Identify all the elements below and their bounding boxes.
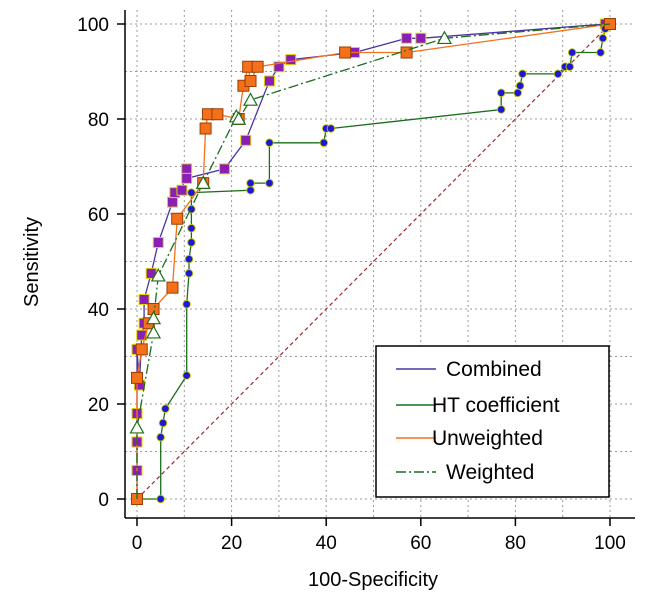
y-tick-label: 60 (88, 205, 109, 226)
data-point (319, 138, 329, 147)
data-point (181, 163, 193, 175)
data-point (166, 196, 178, 208)
data-point (273, 61, 285, 73)
x-tick-label: 60 (410, 533, 431, 554)
data-point (131, 371, 143, 384)
data-point (240, 134, 252, 146)
data-point (135, 343, 148, 356)
gridlines (125, 10, 635, 518)
legend-label: Combined (446, 358, 542, 381)
series-ht-coefficient (132, 19, 615, 504)
y-tick-label: 80 (88, 110, 109, 131)
data-point (219, 163, 231, 175)
data-point (211, 108, 224, 121)
legend-label: HT coefficient (432, 394, 560, 417)
data-point (265, 178, 274, 188)
legend-label: Unweighted (432, 427, 543, 450)
data-point (567, 48, 577, 57)
data-point (415, 32, 427, 44)
y-tick-label: 20 (88, 395, 109, 416)
x-tick-label: 80 (505, 533, 526, 554)
data-point (553, 69, 563, 79)
data-point (246, 178, 255, 188)
data-point (565, 62, 575, 72)
data-point (146, 325, 162, 339)
data-point (187, 223, 196, 233)
data-point (138, 294, 150, 305)
x-tick-labels: 0 20 40 60 80 100 (132, 533, 626, 554)
data-point (152, 237, 164, 248)
data-point (326, 124, 336, 133)
y-tick-label: 40 (88, 300, 109, 321)
data-point (251, 60, 264, 73)
legend: Combined HT coefficient Unweighted Weighted (375, 345, 610, 498)
axes (117, 10, 635, 526)
data-point (496, 105, 506, 114)
data-point (182, 300, 191, 309)
x-tick-label: 100 (594, 533, 626, 554)
data-point (156, 494, 165, 504)
data-point (171, 212, 184, 225)
x-tick-label: 0 (132, 533, 143, 554)
data-point (436, 30, 452, 45)
data-point (243, 92, 259, 106)
data-point (136, 329, 148, 341)
data-point (596, 48, 605, 57)
y-tick-label: 100 (77, 15, 109, 36)
data-point (182, 371, 191, 380)
data-point (199, 122, 212, 135)
data-point (181, 172, 193, 184)
data-point (176, 184, 188, 196)
data-point (265, 138, 274, 147)
y-tick-label: 0 (98, 490, 109, 511)
data-point (401, 32, 413, 44)
data-point (161, 404, 170, 414)
y-tick-labels: 0 20 40 60 80 100 (77, 15, 109, 511)
y-axis-title: Sensitivity (21, 217, 43, 307)
data-point (339, 46, 352, 59)
series-weighted (129, 23, 611, 499)
data-point (184, 269, 194, 278)
data-point (187, 238, 196, 247)
data-point (184, 254, 194, 264)
x-axis-title: 100-Specificity (308, 569, 438, 591)
data-point (496, 88, 506, 98)
legend-label: Weighted (446, 461, 534, 484)
data-point (158, 418, 168, 428)
data-point (166, 281, 179, 294)
data-point (195, 175, 211, 189)
data-point (285, 54, 297, 66)
data-point (518, 69, 527, 79)
data-point (150, 268, 166, 282)
data-point (146, 310, 162, 325)
data-point (231, 111, 247, 125)
series-group (129, 18, 616, 505)
x-tick-label: 20 (221, 533, 242, 554)
data-point (263, 75, 275, 87)
data-point (513, 88, 523, 98)
data-point (187, 188, 196, 197)
data-point (156, 433, 165, 442)
data-point (515, 81, 525, 90)
data-point (598, 34, 608, 43)
data-point (129, 420, 145, 434)
data-point (244, 75, 257, 87)
x-tick-label: 40 (316, 533, 337, 554)
data-point (246, 185, 255, 195)
